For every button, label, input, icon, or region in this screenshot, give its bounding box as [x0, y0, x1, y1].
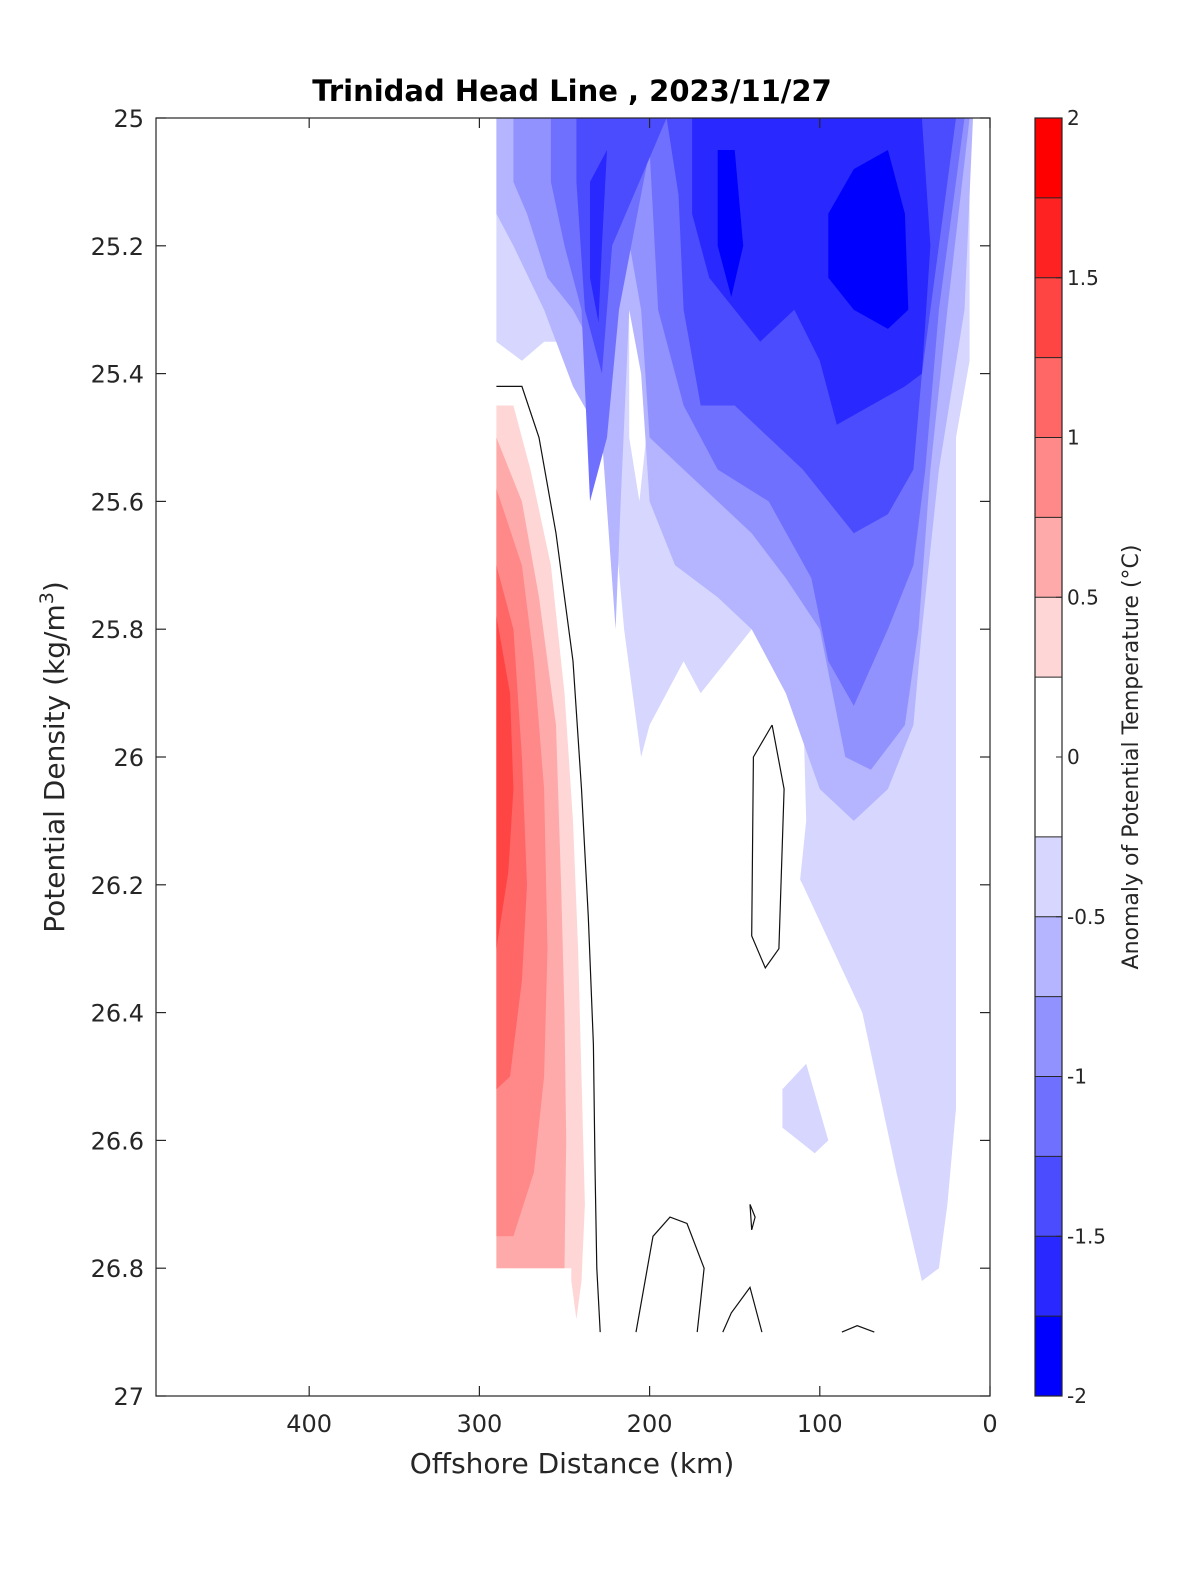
contour-fill-neg-175: [828, 150, 909, 329]
colorbar-band: [1035, 517, 1062, 598]
colorbar-band: [1035, 197, 1062, 278]
y-tick-label: 25.2: [91, 233, 144, 261]
colorbar-tick-label: 0: [1067, 745, 1080, 769]
y-tick-label: 25.4: [91, 361, 144, 389]
zero-contour-arc-2: [722, 1286, 763, 1333]
colorbar-tick-label: 0.5: [1067, 585, 1099, 609]
colorbar: 2 1.5 1 0.5 0 -0.5 -1 -1.5 -2: [1034, 106, 1106, 1408]
x-axis-label: Offshore Distance (km): [410, 1447, 735, 1480]
y-tick-label: 25: [113, 105, 144, 133]
zero-contour-main: [496, 385, 601, 1333]
y-tick-label: 25.8: [91, 616, 144, 644]
x-tick-label: 100: [797, 1410, 843, 1438]
colorbar-band: [1035, 1076, 1062, 1157]
y-tick-label: 27: [113, 1383, 144, 1411]
colorbar-tick-label: 1: [1067, 426, 1080, 450]
zero-contour-loop-2: [749, 1204, 756, 1231]
colorbar-band: [1035, 1236, 1062, 1317]
colorbar-label: Anomaly of Potential Temperature (°C): [1119, 545, 1144, 970]
colorbar-band: [1035, 437, 1062, 518]
y-tick-label: 26: [113, 744, 144, 772]
zero-contour-arc-3: [841, 1325, 875, 1333]
y-tick-label: 26.8: [91, 1255, 144, 1283]
colorbar-band: [1035, 1316, 1062, 1396]
colorbar-tick-label: -0.5: [1067, 905, 1106, 929]
contour-fill-pos-125: [496, 616, 514, 949]
colorbar-band: [1035, 277, 1062, 358]
contour-fill-neg-175-b: [717, 150, 744, 297]
colorbar-tick-label: 2: [1067, 106, 1080, 130]
y-tick-label: 25.6: [91, 488, 144, 516]
zero-contour-loop-1: [751, 724, 785, 970]
x-tick-label: 400: [286, 1410, 332, 1438]
colorbar-tick-label: -2: [1067, 1384, 1087, 1408]
contour-fill-neg-025-patch: [782, 1063, 829, 1154]
plot-area: [156, 118, 990, 1396]
y-axis-label-main: Potential Density (kg/m: [38, 604, 71, 933]
colorbar-band: [1035, 836, 1062, 917]
x-tick-label: 200: [627, 1410, 673, 1438]
colorbar-band: [1035, 357, 1062, 438]
axes: 400 300 200 100 0 25 25.2 25.4 25.6 25.8 26 26.2 26.…: [91, 105, 998, 1438]
x-tick-label: 0: [982, 1410, 997, 1438]
colorbar-tick-label: -1.5: [1067, 1224, 1106, 1248]
colorbar-band: [1035, 916, 1062, 997]
zero-contour-arc-1: [635, 1216, 705, 1333]
y-tick-label: 26.4: [91, 1000, 144, 1028]
colorbar-band: [1035, 1156, 1062, 1237]
contour-fill-neg-15-b: [590, 150, 607, 323]
chart-title: Trinidad Head Line , 2023/11/27: [312, 74, 832, 108]
y-axis-label-close: ): [38, 581, 71, 592]
x-tick-label: 300: [456, 1410, 502, 1438]
colorbar-tick-label: -1: [1067, 1065, 1087, 1089]
y-axis-label-sup: 3: [36, 592, 58, 604]
colorbar-band: [1035, 118, 1062, 198]
y-axis-label: Potential Density (kg/m3): [36, 581, 71, 933]
colorbar-band: [1035, 597, 1062, 678]
y-tick-label: 26.6: [91, 1127, 144, 1155]
y-tick-label: 26.2: [91, 872, 144, 900]
colorbar-tick-label: 1.5: [1067, 266, 1099, 290]
colorbar-band: [1035, 996, 1062, 1077]
